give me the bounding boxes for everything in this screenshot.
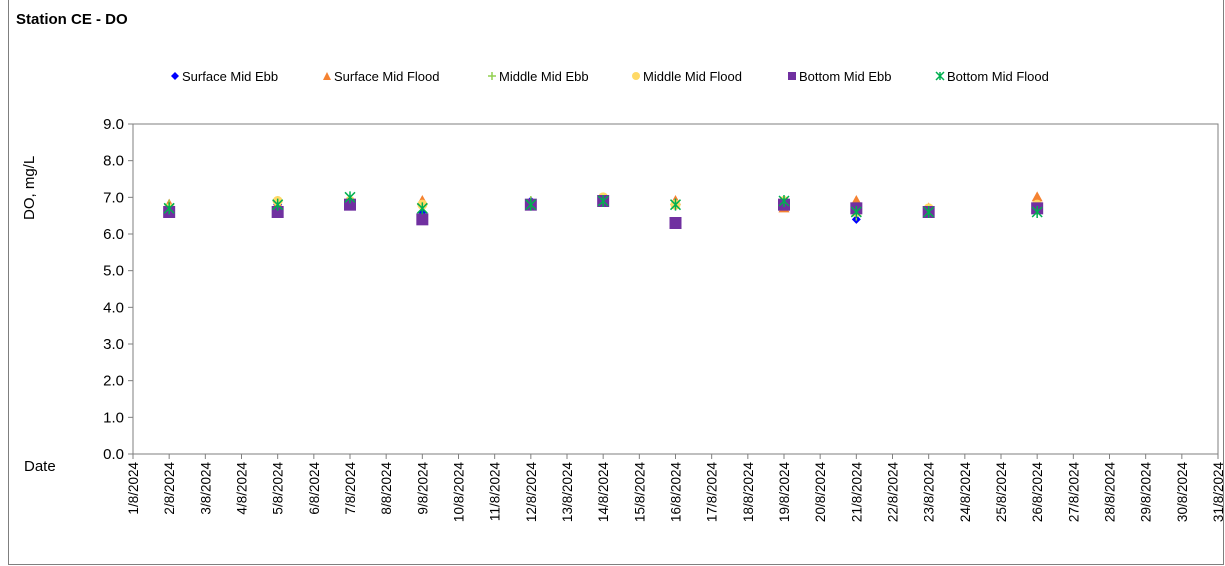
x-tick-label: 29/8/2024 (1139, 462, 1154, 523)
x-tick-label: 24/8/2024 (958, 462, 973, 523)
x-tick-label: 7/8/2024 (343, 462, 358, 515)
x-tick-label: 4/8/2024 (235, 462, 250, 515)
x-tick-label: 27/8/2024 (1066, 462, 1081, 523)
y-tick-label: 0.0 (103, 446, 124, 463)
x-tick-label: 12/8/2024 (524, 462, 539, 523)
x-tick-label: 13/8/2024 (560, 462, 575, 523)
x-tick-label: 5/8/2024 (271, 462, 286, 515)
x-tick-label: 3/8/2024 (198, 462, 213, 515)
y-tick-label: 1.0 (103, 409, 124, 426)
x-tick-label: 23/8/2024 (922, 462, 937, 523)
x-tick-label: 18/8/2024 (741, 462, 756, 523)
point-bottom-mid-flood (345, 191, 355, 203)
x-tick-label: 10/8/2024 (452, 462, 467, 523)
y-tick-label: 3.0 (103, 336, 124, 353)
point-bottom-mid-flood (417, 202, 427, 214)
x-tick-label: 14/8/2024 (596, 462, 611, 523)
x-tick-label: 1/8/2024 (126, 462, 141, 515)
x-tick-label: 20/8/2024 (813, 462, 828, 523)
y-tick-label: 4.0 (103, 299, 124, 316)
y-tick-label: 2.0 (103, 373, 124, 390)
y-tick-label: 8.0 (103, 153, 124, 170)
x-tick-label: 21/8/2024 (849, 462, 864, 523)
x-tick-label: 17/8/2024 (705, 462, 720, 523)
x-tick-label: 2/8/2024 (162, 462, 177, 515)
x-tick-label: 16/8/2024 (669, 462, 684, 523)
x-tick-label: 8/8/2024 (379, 462, 394, 515)
plot-border (133, 124, 1218, 454)
x-tick-label: 6/8/2024 (307, 462, 322, 515)
y-tick-label: 5.0 (103, 263, 124, 280)
x-tick-label: 30/8/2024 (1175, 462, 1190, 523)
x-tick-label: 15/8/2024 (632, 462, 647, 523)
x-tick-label: 19/8/2024 (777, 462, 792, 523)
y-tick-label: 7.0 (103, 189, 124, 206)
x-tick-label: 28/8/2024 (1103, 462, 1118, 523)
y-tick-label: 9.0 (103, 116, 124, 133)
y-tick-label: 6.0 (103, 226, 124, 243)
x-tick-label: 9/8/2024 (415, 462, 430, 515)
x-tick-label: 22/8/2024 (886, 462, 901, 523)
x-tick-label: 26/8/2024 (1030, 462, 1045, 523)
x-tick-label: 25/8/2024 (994, 462, 1009, 523)
x-tick-label: 31/8/2024 (1211, 462, 1225, 523)
point-bottom-mid-ebb (670, 217, 682, 229)
x-tick-label: 11/8/2024 (488, 462, 503, 522)
point-bottom-mid-ebb (416, 213, 428, 225)
